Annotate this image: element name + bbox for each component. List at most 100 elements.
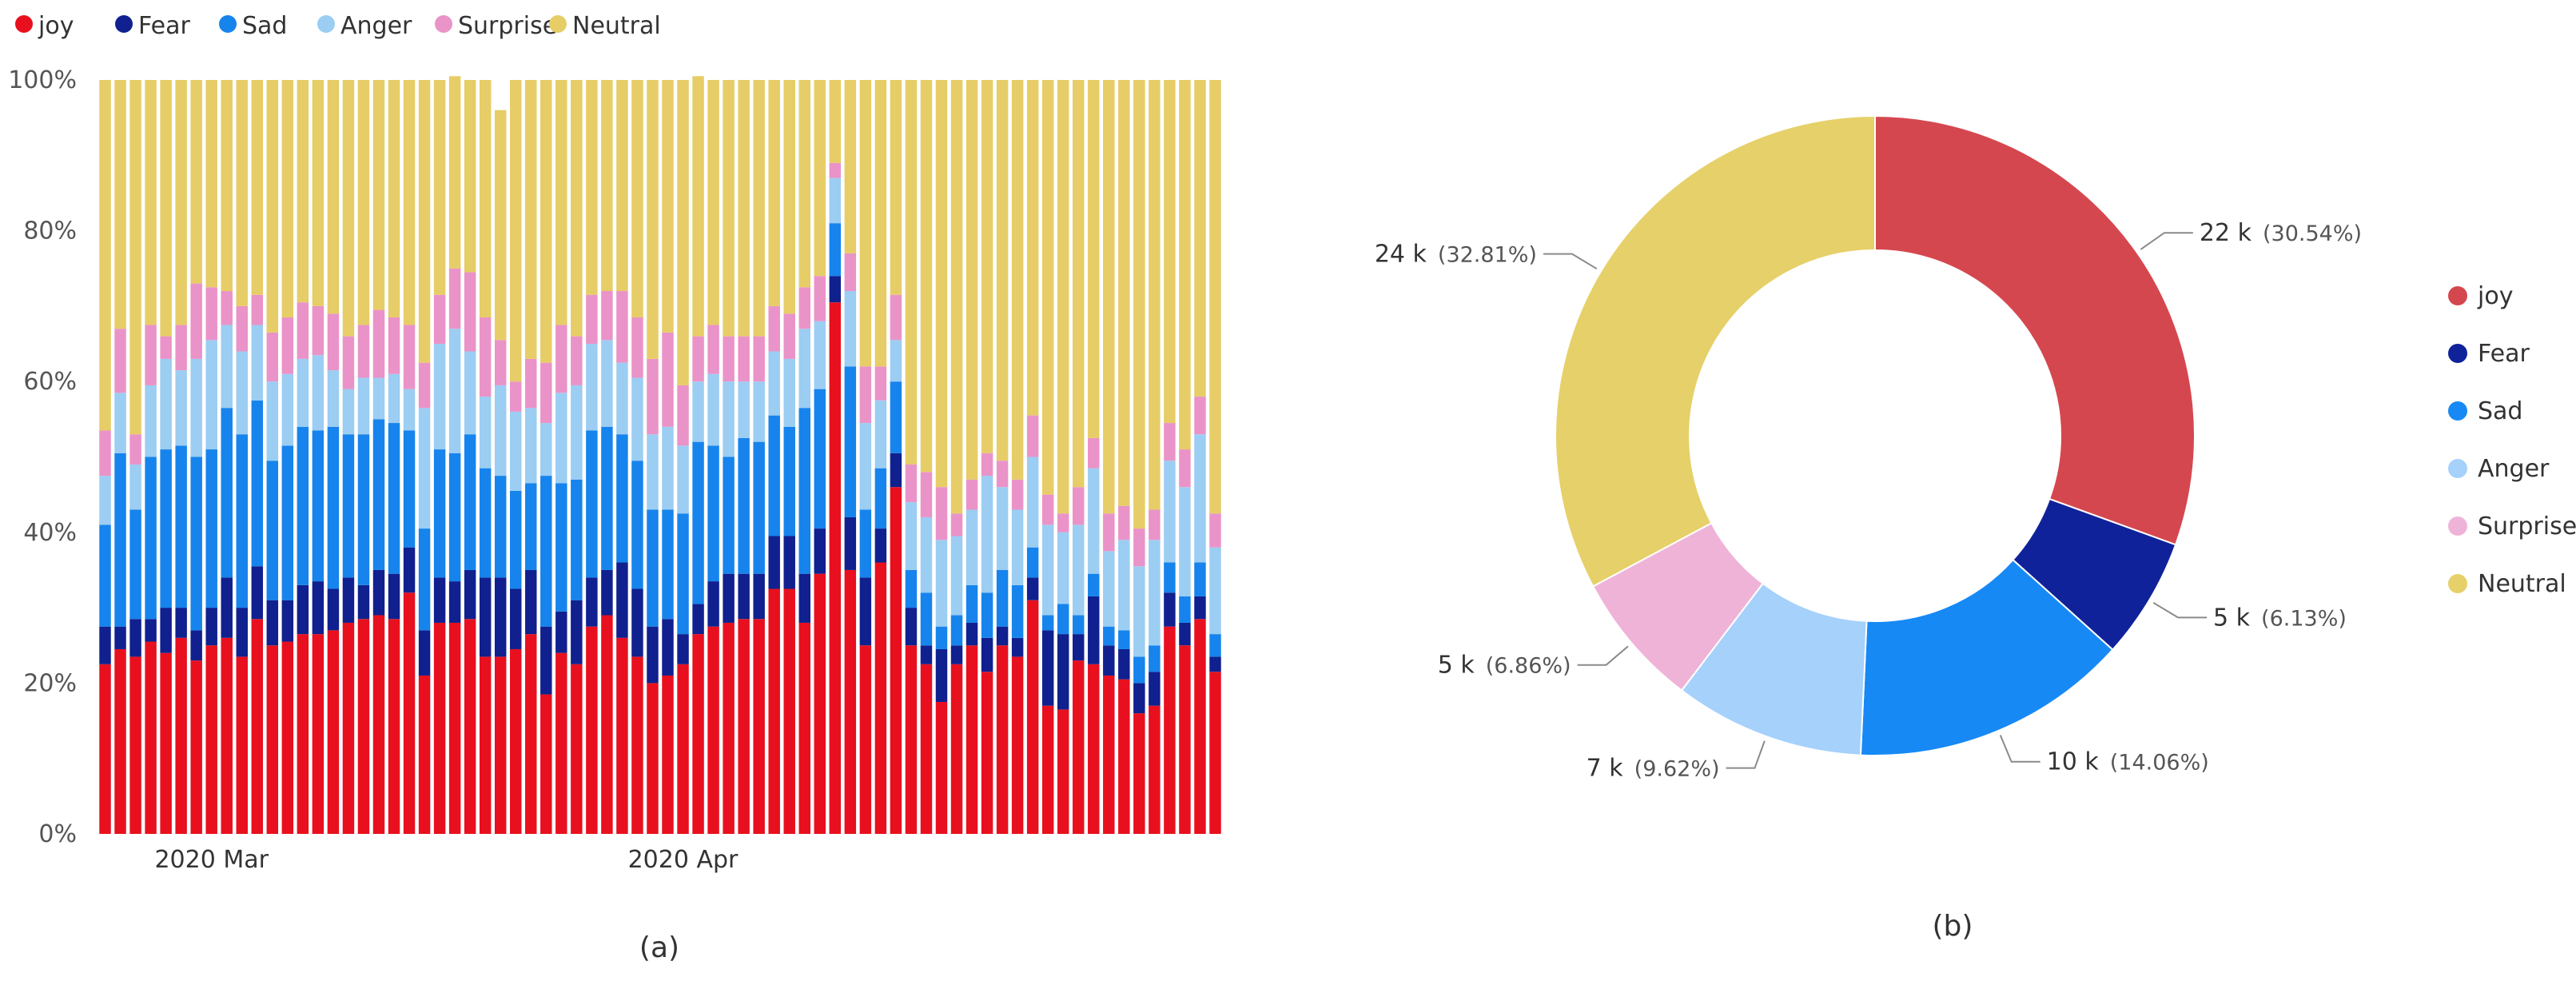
bar-column [342,80,355,834]
bar-segment-surprise [297,302,309,359]
bar-segment-joy [129,656,141,834]
bar-segment-joy [814,573,826,834]
bar-segment-surprise [616,291,628,363]
bar-segment-surprise [175,325,187,371]
donut-legend: joy Fear Sad Anger Surprise Neutral [2448,282,2576,598]
bar-segment-surprise [99,430,111,477]
bar-segment-fear [586,577,598,627]
bar-segment-sad [571,479,583,600]
bar-segment-sad [586,430,598,578]
bar-segment-fear [1088,596,1100,664]
bar-segment-fear [494,577,507,657]
bar-segment-sad [905,569,918,608]
bar-segment-anger [1041,524,1054,616]
bar-column [1073,80,1085,834]
bar-segment-joy [981,672,993,834]
bar-segment-fear [342,577,355,623]
bar-segment-sad [297,426,309,585]
bar-segment-fear [327,588,340,631]
bar-segment-sad [601,426,613,570]
bar-segment-neutral [616,80,628,292]
bar-segment-surprise [738,336,750,382]
bar-column [1103,80,1115,834]
bar-segment-joy [829,302,842,834]
bar-segment-fear [662,619,674,676]
bar-segment-joy [1194,619,1206,834]
caption-b: (b) [1933,910,1973,943]
bar-segment-surprise [281,317,294,374]
bar-segment-joy [662,675,674,834]
bar-segment-joy [1209,672,1221,834]
bar-column [251,80,264,834]
bar-segment-neutral [448,76,461,269]
bar-segment-anger [996,487,1009,570]
bar-column [874,80,887,834]
bar-segment-sad [525,483,537,570]
bar-segment-neutral [99,80,111,431]
bar-segment-anger [859,423,872,510]
bar-segment-sad [433,449,446,578]
bar-segment-joy [738,619,750,834]
bar-segment-neutral [388,80,400,318]
bar-segment-neutral [540,80,552,363]
bar-segment-neutral [981,80,993,453]
bar-segment-anger [1209,547,1221,635]
bar-segment-surprise [388,317,400,374]
bar-column [433,80,446,834]
bar-segment-fear [1179,622,1191,646]
bar-column [448,76,461,834]
bar-segment-joy [798,622,810,834]
bar-segment-surprise [874,366,887,401]
bar-segment-sad [357,434,370,585]
bar-segment-anger [571,385,583,480]
bar-segment-joy [950,664,963,834]
bar-segment-joy [494,656,507,834]
bar-segment-surprise [829,162,842,178]
bar-segment-sad [251,400,264,567]
bar-segment-fear [571,600,583,664]
bar-segment-sad [768,415,780,536]
bar-segment-fear [1026,577,1039,600]
bar-segment-joy [859,645,872,834]
bar-segment-anger [525,408,537,484]
bar-segment-sad [160,449,172,608]
bar-segment-surprise [433,294,446,345]
bar-segment-joy [1057,709,1069,834]
bar-column [129,80,141,834]
legend-label-fear: Fear [138,12,190,40]
bar-segment-fear [616,562,628,638]
bar-segment-anger [281,373,294,446]
bar-column [829,80,842,834]
bar-segment-anger [647,434,659,510]
leader-line [1543,253,1598,270]
bar-segment-surprise [1118,505,1130,540]
bar-segment-joy [266,645,279,834]
bar-segment-surprise [129,434,141,465]
bar-segment-joy [631,656,643,834]
bar-column [1209,80,1221,834]
bar-column [935,80,948,834]
bar-segment-sad [814,389,826,529]
bar-column [388,80,400,834]
bar-segment-joy [1088,664,1100,834]
legend-label-joy: joy [38,12,74,40]
legend-label-sad: Sad [242,12,287,40]
bar-segment-anger [342,389,355,435]
bar-segment-neutral [525,80,537,359]
bar-segment-fear [874,528,887,563]
bar-segment-joy [388,619,400,834]
bar-segment-anger [479,397,492,469]
bar-segment-sad [540,476,552,627]
bar-segment-surprise [1209,513,1221,548]
bar-column [297,80,309,834]
bar-segment-fear [525,569,537,635]
bar-segment-anger [205,340,217,450]
bar-segment-neutral [266,80,279,333]
bar-segment-fear [251,566,264,620]
bar-segment-sad [981,592,993,638]
bar-segment-surprise [342,336,355,389]
bar-segment-fear [145,619,157,642]
bar-segment-neutral [357,80,370,325]
bar-column [631,80,643,834]
